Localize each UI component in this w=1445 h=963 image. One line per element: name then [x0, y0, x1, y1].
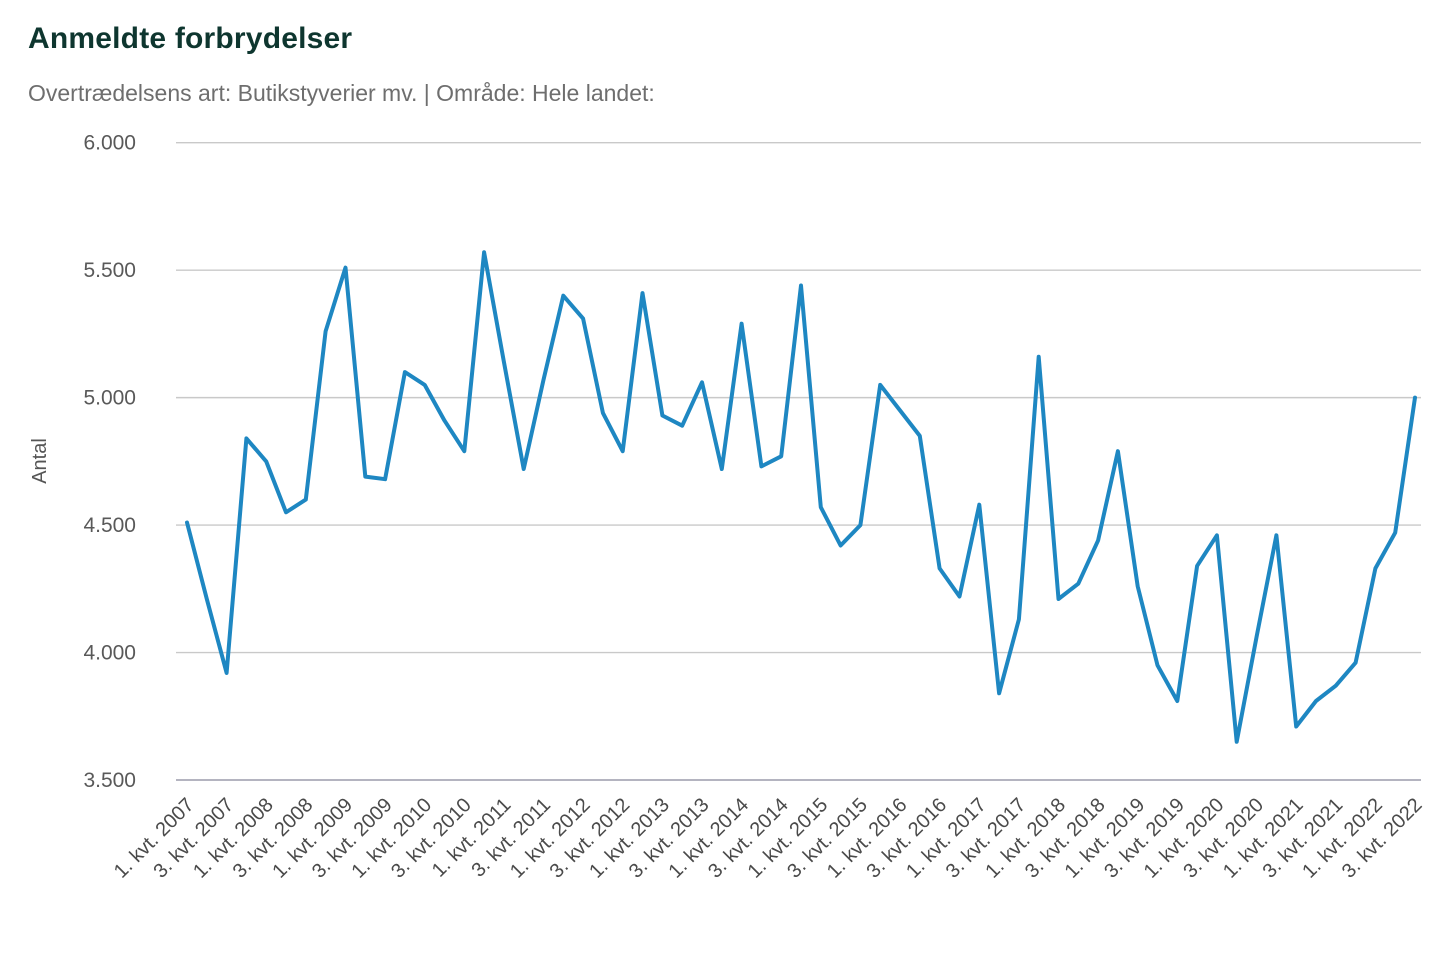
- y-axis-title: Antal: [29, 438, 51, 484]
- chart-subtitle: Overtrædelsens art: Butikstyverier mv. |…: [28, 80, 655, 106]
- y-tick-label: 6.000: [83, 132, 136, 155]
- chart-title: Anmeldte forbrydelser: [28, 22, 353, 55]
- y-tick-label: 3.500: [83, 769, 136, 792]
- series-line: [185, 250, 1417, 744]
- y-tick-label: 4.500: [83, 514, 136, 537]
- y-tick-label: 4.000: [83, 642, 136, 665]
- y-tick-label: 5.500: [83, 259, 136, 282]
- y-tick-label: 5.000: [83, 387, 136, 410]
